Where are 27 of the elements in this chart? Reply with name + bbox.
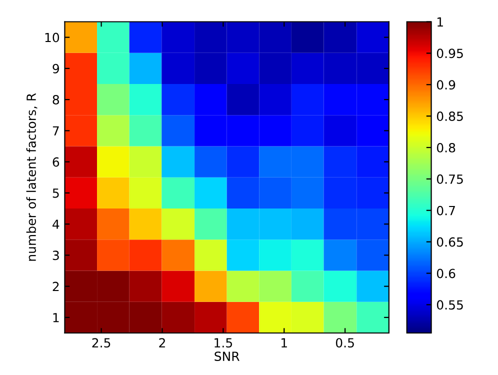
color-bar-label: 0.85 <box>436 112 463 121</box>
color-bar-label: 0.65 <box>436 237 463 247</box>
x-tick-label: 1 <box>282 338 287 348</box>
color-bar-label: 0.8 <box>436 142 456 152</box>
x-axis-title: SNR <box>214 352 240 362</box>
y-axis-title: number of latent factors, R <box>26 93 38 261</box>
color-bar-label: 0.95 <box>436 48 463 58</box>
color-bar-label: 0.7 <box>436 206 455 216</box>
y-tick-label: 6 <box>52 157 60 167</box>
y-tick-label: 4 <box>52 220 60 229</box>
y-tick-label: 10 <box>45 32 60 42</box>
y-tick-label: 7 <box>52 126 59 136</box>
color-bar-label: 0.75 <box>436 174 463 184</box>
color-bar-label: 1 <box>438 17 443 26</box>
y-tick-label: 3 <box>52 250 59 260</box>
color-bar-label: 0.9 <box>436 80 456 90</box>
y-tick-label: 1 <box>53 313 59 322</box>
x-tick-label: 1.5 <box>214 338 232 348</box>
y-tick-label: 5 <box>52 188 59 198</box>
y-tick-label: 9 <box>52 64 59 74</box>
color-bar-label: 0.6 <box>436 268 456 278</box>
x-tick-label: 0.5 <box>336 338 354 348</box>
y-tick-label: 2 <box>52 282 59 292</box>
y-tick-label: 8 <box>52 95 60 104</box>
x-tick-label: 2 <box>159 338 165 348</box>
color-bar-label: 0.55 <box>436 300 463 310</box>
x-tick-label: 2.5 <box>92 338 110 348</box>
